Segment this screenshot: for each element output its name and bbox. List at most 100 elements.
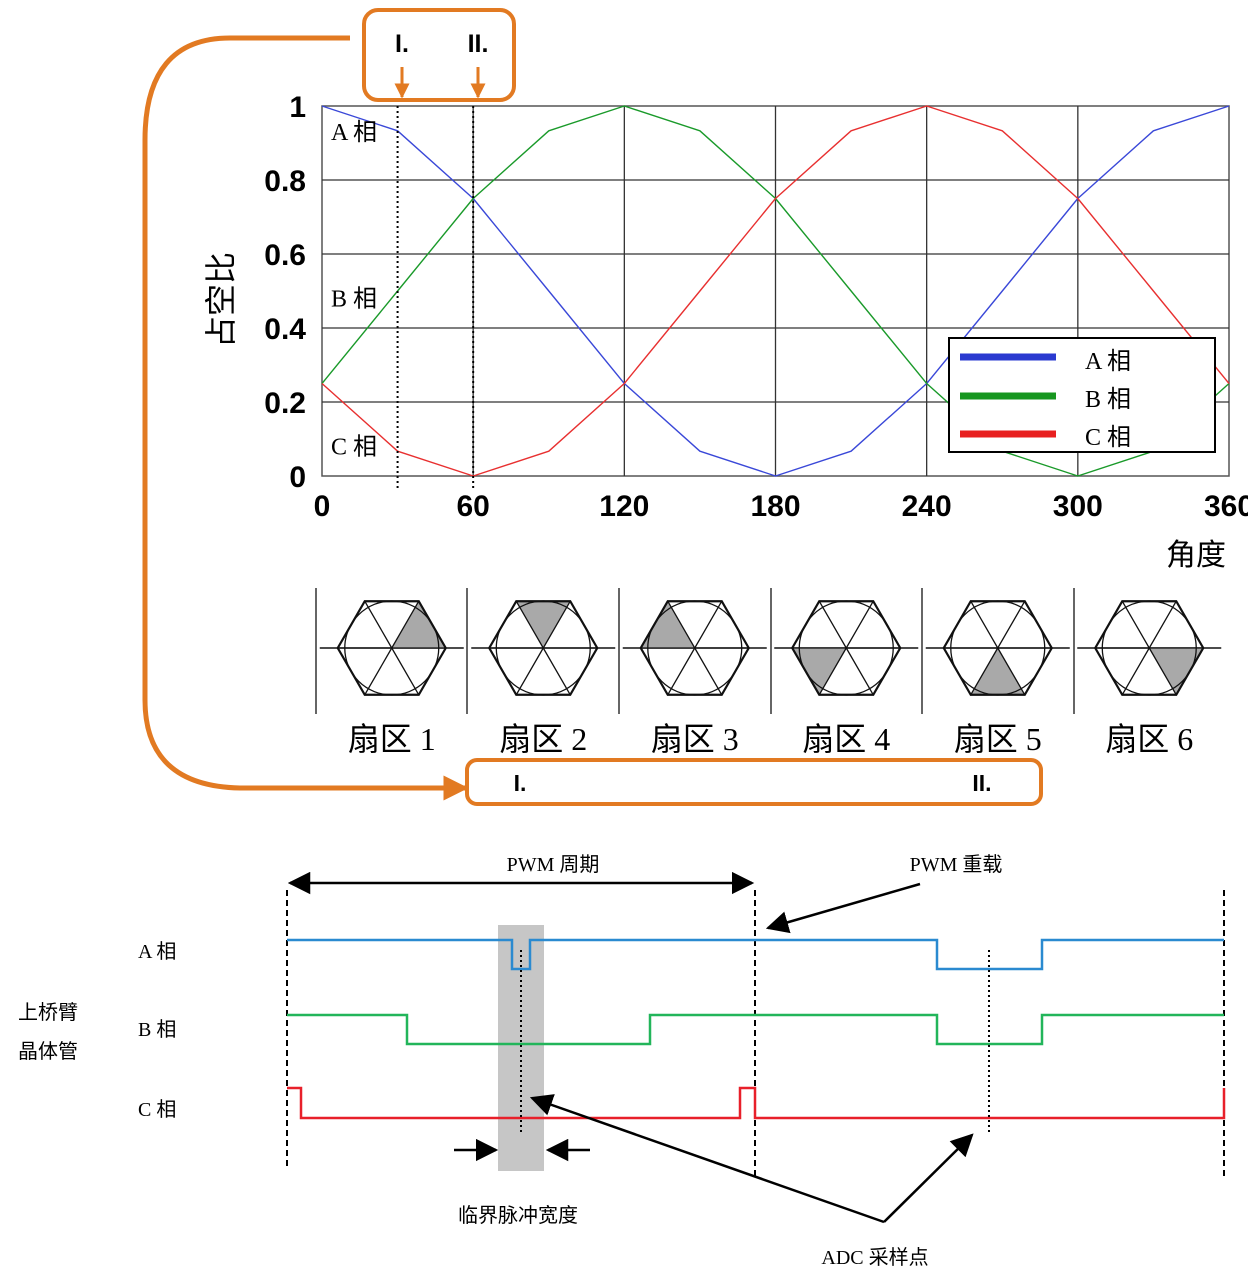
sector-1-chord-0 (432, 624, 447, 649)
sector-1-spoke-2 (364, 600, 393, 649)
sector-6-spoke-5 (1148, 647, 1177, 696)
sector-2-spoke-5 (542, 647, 571, 696)
sector-4-shaded (792, 648, 847, 695)
sector-label-5: 扇区 5 (954, 721, 1042, 757)
sector-6-chord-5 (1175, 671, 1191, 696)
legend-label-b: B 相 (1085, 386, 1131, 413)
row-label-c: C 相 (138, 1098, 176, 1121)
sector-2-spoke-4 (515, 647, 544, 696)
pwm-reload-label: PWM 重载 (910, 853, 1003, 876)
marker-callout: I. II. I. II. (142, 8, 1043, 806)
sector-5-chord-2 (956, 600, 972, 625)
sector-3-chord-5 (721, 671, 736, 696)
sector-2-chord-3 (488, 647, 503, 672)
sector-label-4: 扇区 4 (802, 721, 890, 757)
sector-6-shaded (1149, 648, 1204, 695)
sector-4-chord-3 (791, 647, 806, 672)
sector-1-spoke-4 (364, 647, 393, 696)
y-tick-0.4: 0.4 (264, 313, 306, 346)
sector-2-chord-5 (569, 671, 585, 696)
sector-label-2: 扇区 2 (499, 721, 587, 757)
x-tick-60: 60 (456, 490, 489, 523)
pwm-reload-arrow (765, 882, 921, 934)
pwm-period-label: PWM 周期 (507, 854, 600, 876)
row-label-a: A 相 (138, 940, 176, 963)
x-tick-120: 120 (599, 490, 649, 523)
sector-1-chord-3 (337, 647, 352, 672)
y-axis-title: 占空比 (203, 252, 239, 348)
sector-1-shaded (391, 601, 446, 648)
sector-5-spoke-1 (997, 600, 1026, 649)
sector-3-chord-0 (735, 624, 750, 649)
sector-2-spoke-1 (542, 600, 571, 649)
y-tick-labels: 0 0.2 0.4 0.6 0.8 1 (264, 91, 306, 494)
sector-1-chord-2 (350, 600, 366, 625)
legend-label-a: A 相 (1085, 348, 1131, 375)
bottom-marker-ii: II. (972, 770, 991, 796)
y-tick-0.8: 0.8 (264, 165, 306, 198)
sector-2-chord-2 (502, 600, 517, 625)
y-tick-0.2: 0.2 (264, 387, 306, 420)
y-tick-1: 1 (289, 91, 306, 124)
sector-3-spoke-1 (694, 600, 723, 649)
group-label-line2: 晶体管 (18, 1040, 78, 1063)
sector-5-chord-3 (943, 647, 958, 672)
critical-width-label: 临界脉冲宽度 (458, 1204, 578, 1227)
sector-4-spoke-5 (845, 647, 874, 696)
waveform-phase-a (287, 938, 1224, 971)
adc-sample-label: ADC 采样点 (821, 1246, 928, 1269)
x-axis-title: 角度 (1166, 539, 1226, 572)
sector-5-spoke-4 (970, 647, 999, 696)
curve-label-a: A 相 (331, 119, 377, 146)
row-label-b: B 相 (138, 1018, 176, 1041)
sector-2: 扇区 2 (471, 600, 616, 757)
sector-4-spoke-1 (845, 600, 874, 649)
chart-legend: A 相 B 相 C 相 (948, 337, 1216, 453)
sector-4: 扇区 4 (774, 600, 919, 757)
x-tick-labels: 0 60 120 180 240 300 360 (314, 490, 1248, 523)
sector-6-chord-3 (1094, 647, 1109, 672)
sector-5: 扇区 5 (925, 600, 1070, 757)
sector-4-chord-5 (872, 671, 888, 696)
x-tick-240: 240 (902, 490, 952, 523)
sector-1: 扇区 1 (319, 600, 464, 757)
pwm-timing-diagram: PWM 周期 PWM 重载 上桥臂 晶体管 A 相 B 相 C 相 临界脉冲宽度… (18, 853, 1226, 1269)
sector-5-chord-0 (1038, 624, 1053, 649)
callout-connector (142, 35, 469, 801)
duty-cycle-chart: 0 60 120 180 240 300 360 0 0.2 0.4 0.6 0.8 1 A 相 B 相… (203, 91, 1248, 572)
sector-3-spoke-4 (667, 647, 696, 696)
sector-label-6: 扇区 6 (1105, 721, 1193, 757)
sector-4-spoke-2 (818, 600, 847, 649)
bottom-marker-i: I. (514, 770, 527, 796)
sector-6-spoke-4 (1121, 647, 1150, 696)
x-tick-300: 300 (1053, 490, 1103, 523)
sector-3-shaded (640, 601, 695, 648)
x-tick-360: 360 (1204, 490, 1248, 523)
sector-5-spoke-2 (970, 600, 999, 649)
sector-5-spoke-5 (997, 647, 1026, 696)
sector-3-spoke-2 (667, 600, 696, 649)
curve-label-c: C 相 (331, 433, 377, 460)
sector-6-spoke-1 (1148, 600, 1177, 649)
sector-1-chord-5 (418, 671, 433, 696)
sector-6-chord-2 (1108, 600, 1123, 625)
waveform-phase-c (287, 1086, 1226, 1120)
sector-diagrams: 扇区 1 扇区 2 扇区 3 扇区 4 扇区 5 扇区 6 (315, 588, 1222, 757)
sector-1-spoke-5 (391, 647, 420, 696)
sector-5-shaded (970, 648, 1025, 695)
curve-labels: A 相 B 相 C 相 (331, 119, 377, 461)
top-marker-i: I. (395, 30, 409, 58)
group-label-line1: 上桥臂 (18, 1001, 78, 1024)
sector-3-chord-3 (640, 647, 655, 672)
sector-4-chord-0 (886, 624, 901, 649)
curve-label-b: B 相 (331, 285, 377, 312)
sector-3: 扇区 3 (622, 600, 767, 757)
sector-6-spoke-2 (1121, 600, 1150, 649)
sector-4-spoke-4 (818, 647, 847, 696)
top-marker-box (362, 8, 516, 102)
sector-3-chord-2 (653, 600, 669, 625)
x-tick-0: 0 (314, 490, 331, 523)
sector-2-shaded (516, 601, 571, 648)
sector-4-chord-2 (805, 600, 820, 625)
